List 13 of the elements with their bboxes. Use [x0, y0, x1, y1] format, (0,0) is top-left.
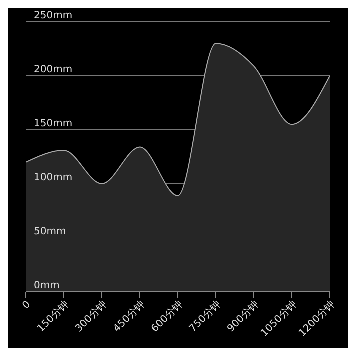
y-tick-label: 200mm: [34, 64, 73, 76]
y-tick-label: 250mm: [34, 10, 73, 22]
x-tick-label: 0: [20, 299, 34, 312]
x-tick-label: 900分钟: [225, 298, 262, 335]
y-tick-label: 100mm: [34, 172, 73, 184]
x-tick-label: 300分钟: [73, 298, 110, 335]
x-tick-label: 150分钟: [35, 298, 72, 335]
x-tick-label: 750分钟: [187, 298, 224, 335]
x-tick-label: 450分钟: [111, 298, 148, 335]
y-tick-label: 150mm: [34, 118, 73, 130]
x-tick-label: 600分钟: [149, 298, 186, 335]
y-tick-label: 0mm: [34, 280, 60, 292]
y-tick-label: 50mm: [34, 226, 66, 238]
